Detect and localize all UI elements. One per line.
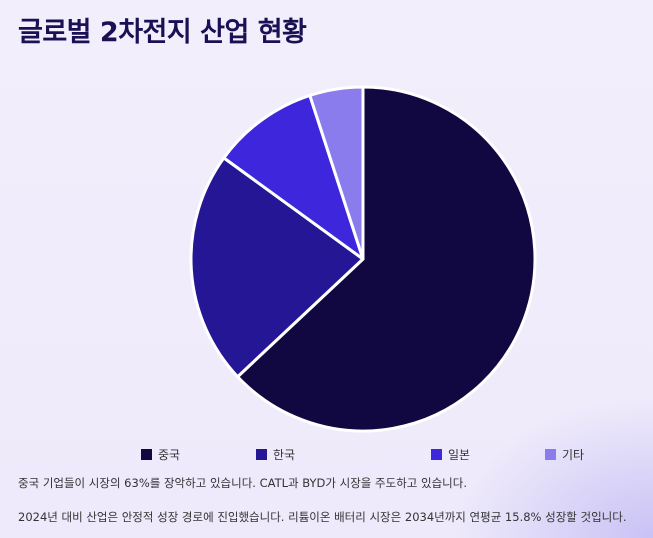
legend-label: 일본 (448, 448, 471, 462)
chart-title: 글로벌 2차전지 산업 현황 (18, 17, 307, 48)
legend-item-korea[interactable]: 한국 (256, 446, 295, 463)
legend-swatch (431, 449, 442, 460)
legend: 중국 한국 일본 기타 (0, 446, 653, 464)
legend-swatch (141, 449, 152, 460)
pie-slice-other[interactable] (308, 85, 365, 261)
pie-chart (189, 85, 537, 433)
note-growth: 2024년 대비 산업은 안정적 성장 경로에 진입했습니다. 리튬이온 배터리… (18, 510, 627, 524)
pie-slice-korea[interactable] (189, 156, 365, 379)
legend-item-japan[interactable]: 일본 (431, 446, 470, 463)
legend-swatch (256, 449, 267, 460)
legend-label: 한국 (273, 448, 296, 462)
legend-item-other[interactable]: 기타 (545, 446, 584, 463)
legend-label: 중국 (158, 448, 181, 462)
legend-item-china[interactable]: 중국 (141, 446, 180, 463)
legend-label: 기타 (562, 448, 585, 462)
note-market-share: 중국 기업들이 시장의 63%를 장악하고 있습니다. CATL과 BYD가 시… (18, 476, 467, 490)
pie-slice-japan[interactable] (222, 93, 365, 261)
legend-swatch (545, 449, 556, 460)
pie-slice-china[interactable] (236, 85, 537, 433)
